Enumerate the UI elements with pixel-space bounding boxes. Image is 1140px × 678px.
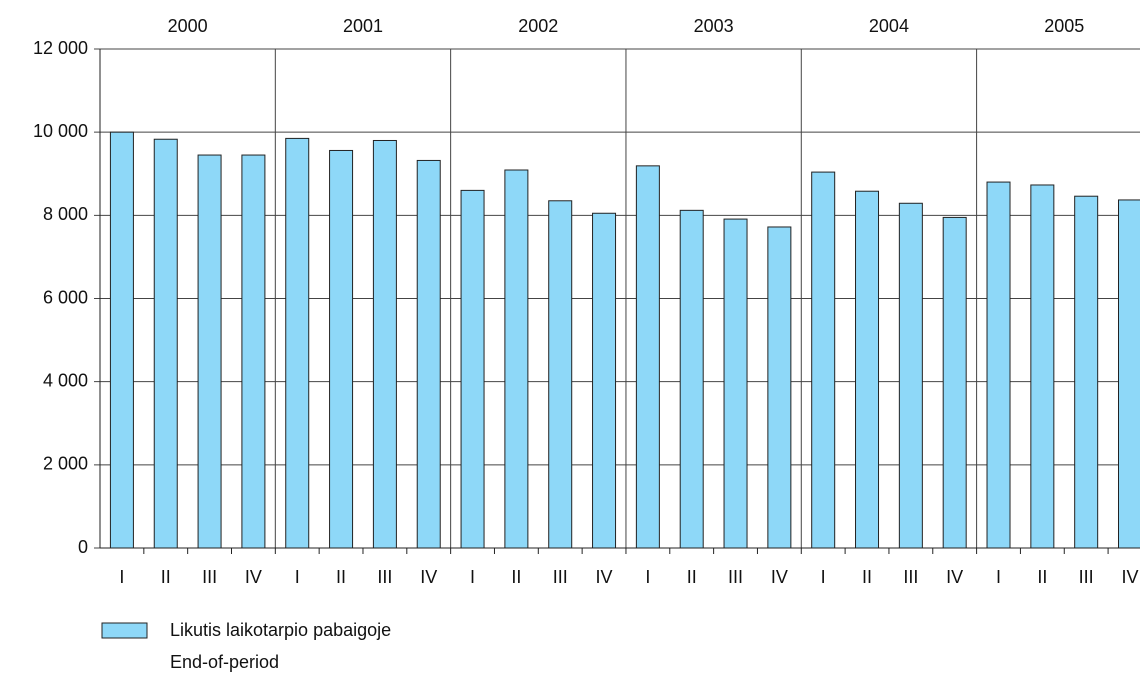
bar: [109, 131, 134, 549]
x-tick-label: II: [511, 567, 521, 587]
bar: [504, 169, 529, 549]
x-tick-label: IV: [596, 567, 613, 587]
bar: [197, 154, 222, 549]
x-tick-label: I: [996, 567, 1001, 587]
x-tick-label: I: [821, 567, 826, 587]
x-tick-label: II: [687, 567, 697, 587]
y-tick-label: 2 000: [43, 454, 88, 474]
x-tick-label: III: [728, 567, 743, 587]
bar: [460, 189, 485, 549]
bar: [723, 218, 748, 549]
x-tick-label: II: [336, 567, 346, 587]
x-tick-label: I: [645, 567, 650, 587]
bar: [679, 209, 704, 549]
y-tick-label: 4 000: [43, 370, 88, 390]
y-tick-label: 8 000: [43, 204, 88, 224]
year-label: 2000: [168, 16, 208, 36]
y-tick-label: 10 000: [33, 121, 88, 141]
y-tick-label: 12 000: [33, 38, 88, 58]
bar: [592, 212, 617, 549]
bar: [635, 165, 660, 549]
year-label: 2004: [869, 16, 909, 36]
year-label: 2002: [518, 16, 558, 36]
bar: [329, 149, 354, 549]
x-tick-label: II: [161, 567, 171, 587]
x-tick-label: III: [377, 567, 392, 587]
y-tick-label: 0: [78, 537, 88, 557]
x-tick-label: IV: [420, 567, 437, 587]
x-tick-label: IV: [1121, 567, 1138, 587]
bar: [1118, 199, 1140, 549]
bar: [153, 138, 178, 549]
bar: [285, 137, 310, 549]
year-label: 2005: [1044, 16, 1084, 36]
legend-swatch: [101, 622, 148, 639]
x-tick-label: III: [1079, 567, 1094, 587]
bar: [942, 216, 967, 549]
bar: [811, 171, 836, 549]
x-tick-label: II: [1037, 567, 1047, 587]
legend-label-en: End-of-period: [170, 652, 279, 672]
x-tick-label: IV: [946, 567, 963, 587]
y-tick-label: 6 000: [43, 287, 88, 307]
bar: [241, 154, 266, 549]
x-tick-label: IV: [771, 567, 788, 587]
bar: [986, 181, 1011, 549]
bar: [855, 190, 880, 549]
year-label: 2003: [694, 16, 734, 36]
bar: [1030, 184, 1055, 549]
bar: [898, 202, 923, 549]
x-tick-label: IV: [245, 567, 262, 587]
x-tick-label: I: [470, 567, 475, 587]
bar: [372, 139, 397, 549]
x-tick-label: III: [202, 567, 217, 587]
x-tick-label: I: [119, 567, 124, 587]
bar: [416, 159, 441, 549]
bar: [767, 226, 792, 549]
x-tick-label: III: [903, 567, 918, 587]
x-tick-label: II: [862, 567, 872, 587]
legend-label: Likutis laikotarpio pabaigoje: [170, 620, 391, 640]
year-label: 2001: [343, 16, 383, 36]
bar: [548, 200, 573, 549]
x-tick-label: I: [295, 567, 300, 587]
bar: [1074, 195, 1099, 549]
x-tick-label: III: [553, 567, 568, 587]
